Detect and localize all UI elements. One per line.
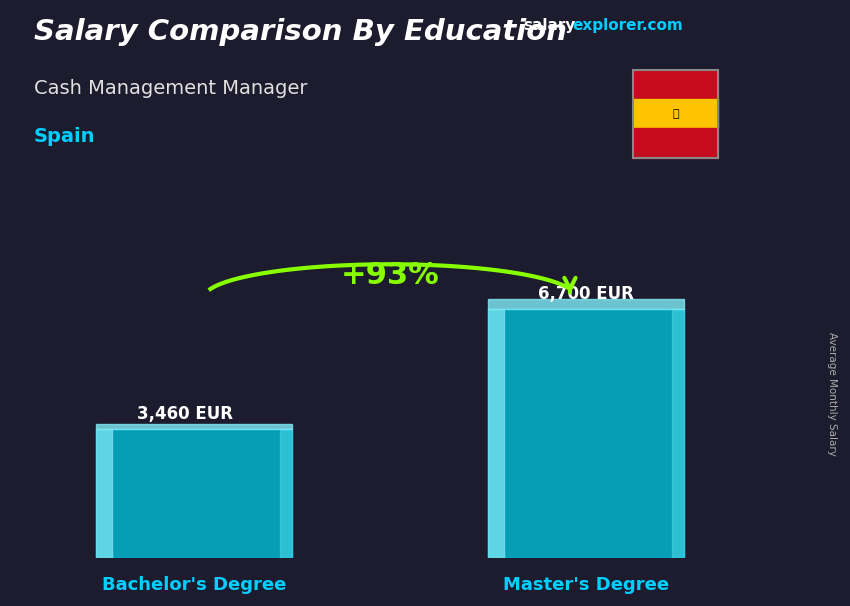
Text: Spain: Spain: [34, 127, 95, 146]
Polygon shape: [280, 429, 292, 558]
Polygon shape: [672, 309, 684, 558]
Text: 🛡: 🛡: [672, 108, 679, 119]
Text: 6,700 EUR: 6,700 EUR: [538, 285, 634, 303]
Text: explorer.com: explorer.com: [572, 18, 683, 33]
Polygon shape: [96, 429, 112, 558]
Polygon shape: [488, 309, 684, 558]
Bar: [633, 70, 718, 99]
Text: +93%: +93%: [341, 261, 439, 290]
Text: salary: salary: [523, 18, 575, 33]
Text: Average Monthly Salary: Average Monthly Salary: [827, 332, 837, 456]
Polygon shape: [488, 309, 504, 558]
Polygon shape: [96, 424, 292, 429]
Text: Salary Comparison By Education: Salary Comparison By Education: [34, 18, 567, 46]
Bar: [633, 128, 718, 158]
Polygon shape: [96, 429, 292, 558]
Bar: [633, 99, 718, 128]
Text: 3,460 EUR: 3,460 EUR: [138, 405, 234, 424]
Polygon shape: [488, 299, 684, 309]
Text: Cash Management Manager: Cash Management Manager: [34, 79, 308, 98]
